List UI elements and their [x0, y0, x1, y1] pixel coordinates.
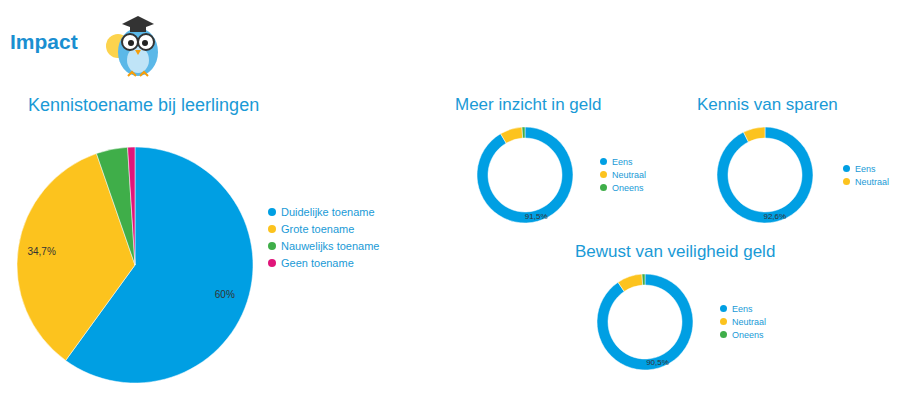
html-text:Eens: Eens — [612, 156, 633, 167]
svg-text:92,6%: 92,6% — [763, 212, 786, 221]
html-text:Bewust van veiligheid geld: Bewust van veiligheid geld — [575, 242, 776, 261]
html-text:Nauwelijks toename: Nauwelijks toename — [281, 239, 380, 252]
html-text:Impact: Impact — [10, 30, 78, 53]
svg-text:91,5%: 91,5% — [525, 212, 548, 221]
svg-text:34,7%: 34,7% — [27, 246, 55, 257]
html-text:Oneens: Oneens — [732, 329, 764, 340]
html-text:Oneens: Oneens — [612, 182, 644, 193]
html-text:Kennis van sparen: Kennis van sparen — [697, 95, 838, 114]
svg-text:60%: 60% — [215, 289, 235, 300]
html-text:Geen toename: Geen toename — [281, 256, 354, 269]
html-text:Neutraal: Neutraal — [612, 169, 646, 180]
html-text:Grote toename: Grote toename — [281, 222, 355, 235]
html-text:Eens: Eens — [855, 163, 876, 174]
html-text:Eens: Eens — [732, 303, 753, 314]
html-text:Meer inzicht in geld: Meer inzicht in geld — [455, 95, 602, 114]
html-text:Kennistoename bij leerlingen: Kennistoename bij leerlingen — [28, 95, 260, 115]
html-text:Neutraal: Neutraal — [855, 176, 889, 187]
html-text:Neutraal: Neutraal — [732, 316, 766, 327]
html-text:Duidelijke toename: Duidelijke toename — [281, 205, 375, 218]
svg-text:90,5%: 90,5% — [646, 358, 669, 367]
